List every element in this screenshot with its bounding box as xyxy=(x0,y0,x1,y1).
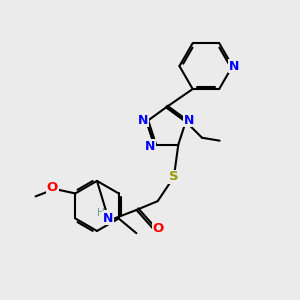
Text: H: H xyxy=(97,208,105,218)
Text: S: S xyxy=(169,170,179,184)
Text: N: N xyxy=(138,114,148,127)
Text: N: N xyxy=(229,60,239,73)
Text: O: O xyxy=(47,181,58,194)
Text: N: N xyxy=(104,211,114,224)
Text: O: O xyxy=(152,222,164,235)
Text: N: N xyxy=(146,140,156,153)
Text: N: N xyxy=(103,212,113,225)
Text: N: N xyxy=(184,114,194,127)
Text: N: N xyxy=(104,211,114,224)
